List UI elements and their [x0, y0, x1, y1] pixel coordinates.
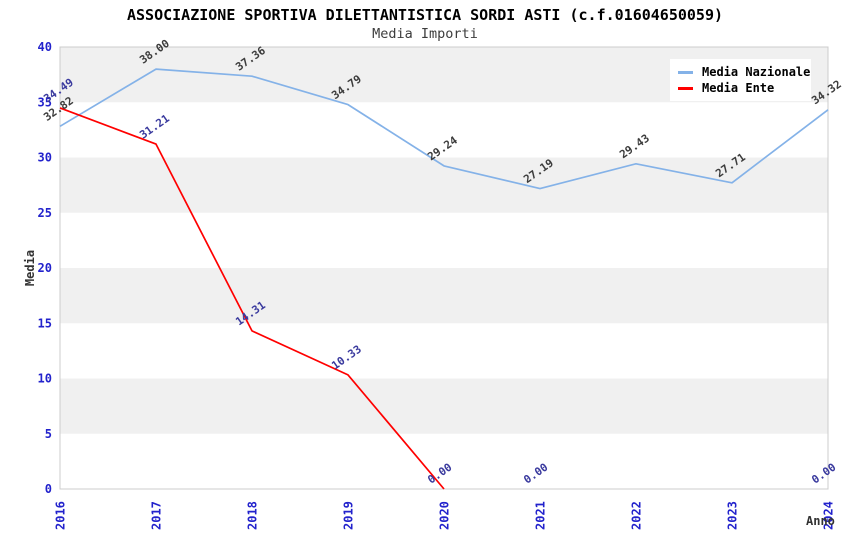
x-tick-label: 2017: [150, 501, 164, 530]
media-ente-line: [59, 107, 445, 490]
media-nazionale-value-label: 29.43: [617, 132, 652, 162]
x-tick-label: 2019: [342, 501, 356, 530]
legend-label-media-nazionale: Media Nazionale: [702, 65, 811, 79]
y-tick-label: 10: [38, 372, 52, 386]
legend-label-media-ente: Media Ente: [702, 81, 775, 95]
x-tick-label: 2021: [534, 501, 548, 530]
legend-item-media-nazionale: Media Nazionale: [670, 64, 811, 80]
y-tick-label: 40: [38, 40, 52, 54]
media-ente-value-label: 31.21: [137, 112, 172, 142]
media-ente-value-label: 0.00: [521, 461, 550, 487]
chart-subtitle: Media Importi: [372, 26, 478, 42]
y-tick-label: 5: [45, 427, 52, 441]
legend-item-media-ente: Media Ente: [670, 80, 811, 96]
x-tick-label: 2018: [246, 501, 260, 530]
y-tick-label: 30: [38, 151, 52, 165]
x-tick-label: 2024: [822, 501, 836, 530]
media-nazionale-line: [59, 68, 829, 190]
x-tick-label: 2016: [54, 501, 68, 530]
y-axis-title: Media: [23, 249, 37, 287]
media-ente-value-label: 10.33: [329, 343, 364, 373]
y-tick-label: 0: [45, 482, 52, 496]
y-tick-label: 25: [38, 206, 52, 220]
media-ente-line-swatch: [678, 86, 693, 90]
y-tick-label: 15: [38, 316, 52, 330]
x-tick-label: 2020: [438, 501, 452, 530]
x-tick-label: 2023: [726, 501, 740, 530]
y-tick-label: 35: [38, 95, 52, 109]
x-axis-title: Anno: [806, 514, 835, 528]
grid-band: [60, 268, 828, 324]
media-ente-value-label: 0.00: [425, 461, 454, 487]
x-tick-label: 2022: [630, 501, 644, 530]
y-tick-label: 20: [38, 261, 52, 275]
media-nazionale-line-swatch: [678, 70, 693, 74]
chart-title: ASSOCIAZIONE SPORTIVA DILETTANTISTICA SO…: [126, 6, 724, 24]
media-ente-value-label: 0.00: [809, 461, 838, 487]
grid-band: [60, 378, 828, 434]
legend: Media Nazionale Media Ente: [670, 59, 811, 101]
